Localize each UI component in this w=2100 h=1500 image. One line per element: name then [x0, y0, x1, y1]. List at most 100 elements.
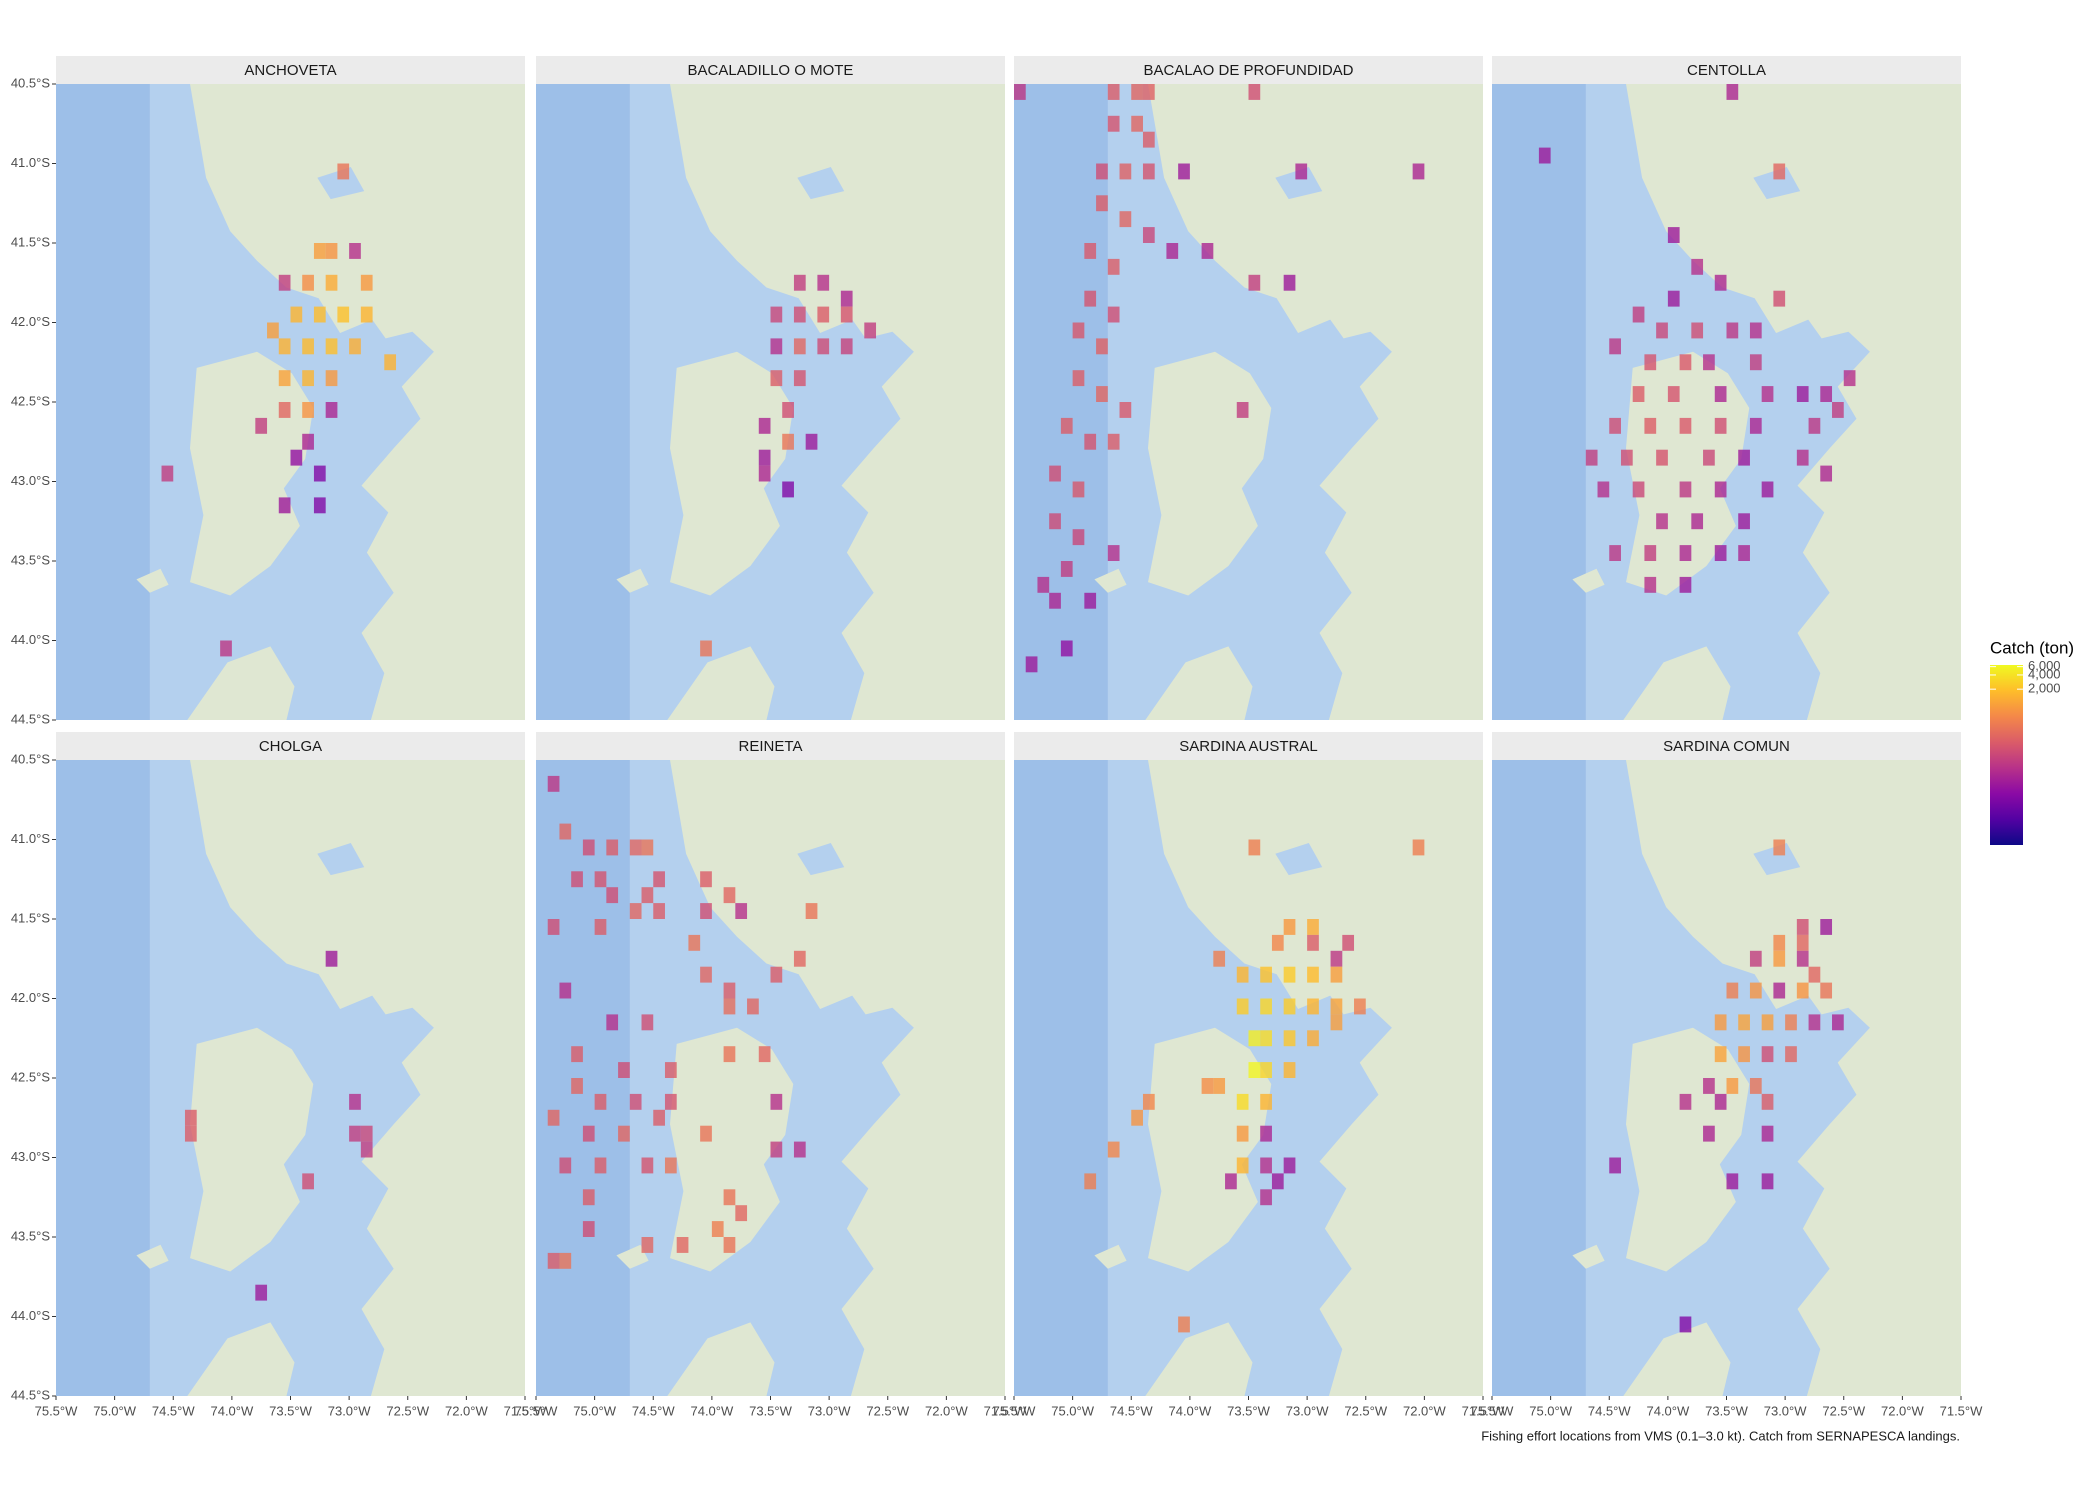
catch-cell: [1609, 1157, 1621, 1174]
catch-cell: [1107, 258, 1120, 275]
facet-title: CHOLGA: [259, 738, 322, 755]
catch-cell: [349, 338, 361, 355]
catch-cell: [817, 338, 830, 355]
catch-cell: [290, 449, 303, 466]
legend-title: Catch (ton): [1990, 638, 2074, 657]
catch-cell: [1738, 545, 1750, 561]
catch-cell: [559, 823, 572, 840]
catch-cell: [793, 274, 806, 291]
catch-cell: [1644, 354, 1657, 371]
x-tick-label: 75.5°W: [35, 1403, 79, 1418]
catch-cell: [1283, 966, 1296, 983]
catch-cell: [1307, 966, 1319, 983]
catch-cell: [1714, 1046, 1727, 1063]
catch-cell: [1096, 386, 1108, 402]
catch-cell: [770, 1093, 783, 1110]
catch-cell: [1609, 338, 1621, 355]
catch-cell: [1330, 1014, 1343, 1031]
catch-cell: [864, 322, 877, 339]
catch-cell: [1761, 386, 1774, 402]
catch-cell: [1412, 163, 1425, 180]
y-tick-label: 42.0°S: [11, 990, 51, 1005]
catch-cell: [1072, 529, 1085, 546]
catch-cell: [1096, 338, 1108, 355]
x-tick-label: 73.0°W: [1286, 1403, 1330, 1418]
catch-cell: [1236, 1157, 1249, 1174]
catch-cell: [325, 950, 338, 967]
catch-cell: [1726, 1173, 1739, 1190]
catch-cell: [1107, 115, 1120, 132]
catch-cell: [1832, 402, 1844, 418]
catch-cell: [1820, 386, 1833, 402]
catch-cell: [255, 417, 268, 434]
catch-cell: [1703, 1078, 1715, 1094]
catch-cell: [817, 274, 830, 291]
catch-cell: [571, 1046, 583, 1063]
y-tick-label: 41.0°S: [11, 831, 51, 846]
catch-cell: [547, 775, 560, 792]
catch-cell: [1260, 1030, 1272, 1047]
catch-cell: [360, 1125, 373, 1142]
catch-cell: [1632, 386, 1645, 402]
y-tick-label: 43.0°S: [11, 473, 51, 488]
catch-cell: [302, 370, 314, 387]
x-tick-label: 75.0°W: [1051, 1403, 1095, 1418]
catch-cell: [1142, 84, 1155, 100]
catch-cell: [547, 1252, 560, 1269]
catch-cell: [1119, 211, 1132, 228]
catch-cell: [1096, 195, 1108, 212]
catch-cell: [1307, 919, 1319, 935]
catch-cell: [1761, 481, 1774, 498]
catch-cell: [770, 370, 783, 387]
x-tick-label: 73.5°W: [1227, 1403, 1271, 1418]
catch-cell: [1726, 322, 1739, 339]
catch-cell: [723, 1189, 736, 1206]
catch-cell: [1656, 449, 1668, 466]
catch-cell: [1714, 417, 1727, 434]
catch-cell: [723, 1237, 736, 1253]
catch-cell: [1679, 576, 1692, 593]
catch-cell: [840, 290, 853, 307]
catch-cell: [1236, 402, 1249, 418]
catch-cell: [1714, 386, 1727, 402]
catch-cell: [723, 887, 736, 904]
catch-cell: [793, 950, 806, 967]
x-tick-label: 75.0°W: [93, 1403, 137, 1418]
catch-cell: [1412, 839, 1425, 856]
catch-cell: [582, 1221, 595, 1237]
catch-cell: [278, 274, 291, 291]
catch-cell: [1283, 1157, 1296, 1174]
catch-cell: [1072, 481, 1085, 498]
catch-cell: [1236, 998, 1249, 1015]
catch-cell: [723, 998, 736, 1015]
catch-cell: [1808, 417, 1821, 434]
catch-cell: [1679, 417, 1692, 434]
catch-cell: [571, 1078, 583, 1094]
catch-cell: [360, 274, 373, 291]
catch-cell: [1738, 1046, 1750, 1063]
catch-cell: [1084, 433, 1097, 450]
catch-cell: [559, 1252, 572, 1269]
catch-cell: [1796, 934, 1809, 951]
catch-cell: [653, 903, 665, 919]
catch-cell: [1749, 982, 1762, 999]
catch-cell: [1260, 1125, 1272, 1142]
facet-title: SARDINA COMUN: [1663, 738, 1790, 755]
catch-cell: [1072, 370, 1085, 387]
catch-cell: [1749, 354, 1762, 371]
catch-cell: [1785, 1014, 1797, 1031]
catch-cell: [1330, 998, 1343, 1015]
x-tick-label: 71.5°W: [1940, 1403, 1984, 1418]
catch-cell: [723, 1046, 736, 1063]
y-tick-label: 44.0°S: [11, 1308, 51, 1323]
x-tick-label: 73.5°W: [269, 1403, 313, 1418]
catch-cell: [302, 402, 314, 418]
catch-cell: [1773, 839, 1786, 856]
catch-cell: [664, 1093, 677, 1110]
catch-cell: [1749, 1078, 1762, 1094]
catch-cell: [817, 306, 830, 323]
catch-cell: [1283, 919, 1296, 935]
y-tick-label: 43.5°S: [11, 552, 51, 567]
catch-cell: [1060, 417, 1073, 434]
catch-cell: [313, 497, 326, 514]
